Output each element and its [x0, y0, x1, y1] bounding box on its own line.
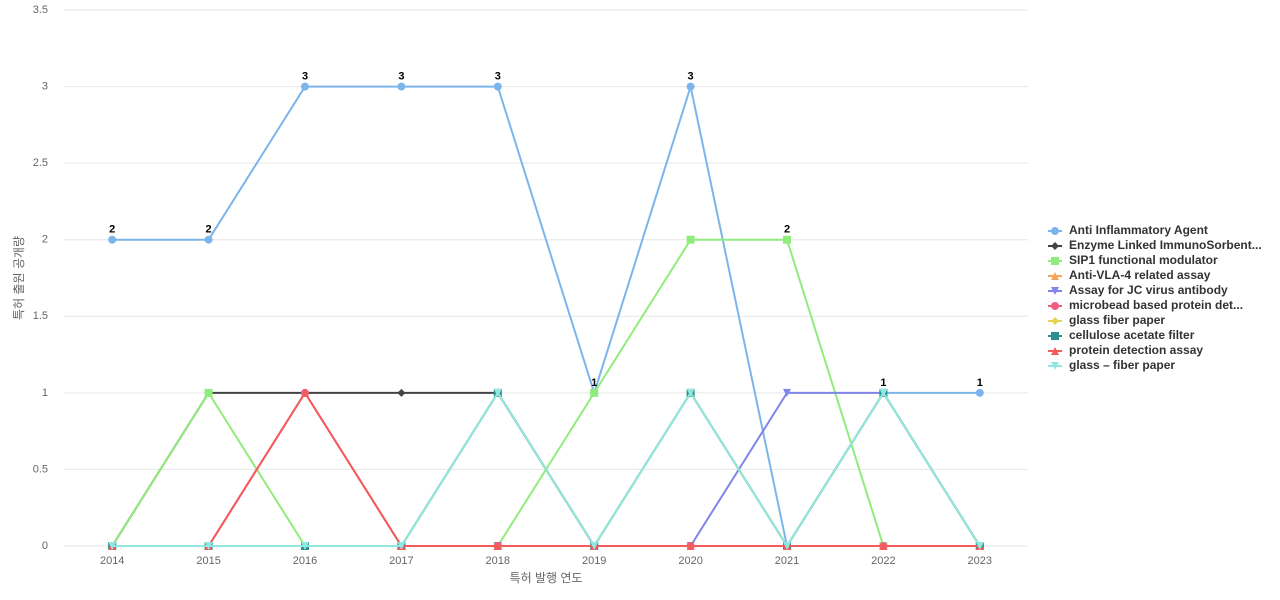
- data-point: [397, 388, 406, 397]
- y-tick-label: 2.5: [33, 157, 48, 169]
- data-point: [301, 542, 309, 550]
- legend-label: Anti-VLA-4 related assay: [1069, 268, 1211, 282]
- x-tick-label: 2019: [582, 555, 606, 567]
- legend-symbol: [1051, 257, 1059, 265]
- data-point: [397, 542, 406, 550]
- legend-label: cellulose acetate filter: [1069, 328, 1195, 342]
- x-tick-label: 2017: [389, 555, 413, 567]
- data-point: [686, 388, 695, 397]
- x-tick-label: 2021: [775, 555, 799, 567]
- y-tick-label: 0: [42, 540, 48, 552]
- data-point: [879, 542, 888, 550]
- y-tick-label: 1: [42, 387, 48, 399]
- y-tick-label: 2: [42, 234, 48, 246]
- data-point: [493, 542, 502, 550]
- data-label: 2: [109, 224, 115, 236]
- legend-label: Enzyme Linked ImmunoSorbent...: [1069, 238, 1262, 252]
- legend-symbol: [1051, 242, 1059, 250]
- data-label: 3: [302, 70, 308, 82]
- legend-symbol: [1051, 302, 1059, 310]
- data-point: [783, 235, 791, 244]
- data-point: [590, 542, 599, 550]
- data-point: [686, 82, 695, 91]
- x-tick-label: 2022: [871, 555, 895, 567]
- legend-symbol: [1051, 272, 1059, 280]
- x-tick-label: 2014: [100, 555, 124, 567]
- data-point: [783, 542, 791, 550]
- legend-label: Assay for JC virus antibody: [1069, 283, 1228, 297]
- data-point: [975, 542, 984, 550]
- legend-symbol: [1051, 332, 1059, 340]
- x-tick-label: 2018: [486, 555, 510, 567]
- data-point: [397, 82, 406, 91]
- data-label: 2: [206, 224, 212, 236]
- legend-symbol: [1051, 317, 1059, 325]
- data-point: [975, 388, 984, 397]
- data-label: 3: [495, 70, 501, 82]
- series: [108, 388, 984, 550]
- data-point: [301, 388, 309, 397]
- legend-symbol: [1051, 287, 1059, 295]
- legend-symbol: [1051, 227, 1059, 235]
- data-point: [879, 388, 888, 397]
- x-tick-label: 2020: [678, 555, 702, 567]
- series-line: [112, 390, 980, 547]
- data-point: [686, 542, 695, 550]
- data-point: [204, 542, 213, 550]
- legend-label: SIP1 functional modulator: [1069, 253, 1218, 267]
- x-tick-label: 2016: [293, 555, 317, 567]
- data-point: [204, 388, 213, 397]
- data-label: 1: [880, 377, 886, 389]
- legend-label: glass fiber paper: [1069, 313, 1165, 327]
- legend-label: glass – fiber paper: [1069, 358, 1175, 372]
- data-point: [783, 388, 791, 397]
- data-point: [590, 388, 599, 397]
- legend-symbol: [1051, 347, 1059, 355]
- data-point: [204, 235, 213, 244]
- legend-label: protein detection assay: [1069, 343, 1203, 357]
- data-point: [301, 82, 309, 91]
- y-tick-label: 3.5: [33, 4, 48, 16]
- x-axis-title: 특허 발행 연도: [510, 570, 583, 585]
- data-label: 2: [784, 224, 790, 236]
- y-tick-label: 3: [42, 80, 48, 92]
- y-tick-label: 1.5: [33, 310, 48, 322]
- data-point: [493, 82, 502, 91]
- data-point: [493, 388, 502, 397]
- legend-label: Anti Inflammatory Agent: [1069, 223, 1208, 237]
- legend-label: microbead based protein det...: [1069, 298, 1243, 312]
- data-label: 3: [688, 70, 694, 82]
- data-label: 1: [591, 377, 597, 389]
- series-line: [112, 390, 981, 548]
- y-tick-label: 0.5: [33, 463, 48, 475]
- data-label: 1: [977, 377, 983, 389]
- data-point: [686, 235, 695, 244]
- x-tick-label: 2015: [196, 555, 220, 567]
- legend-symbol: [1051, 362, 1059, 370]
- data-point: [108, 235, 117, 244]
- data-point: [108, 542, 117, 550]
- x-tick-label: 2023: [968, 555, 992, 567]
- y-axis-title: 특허 출원 공개량: [12, 236, 26, 320]
- data-label: 3: [398, 70, 404, 82]
